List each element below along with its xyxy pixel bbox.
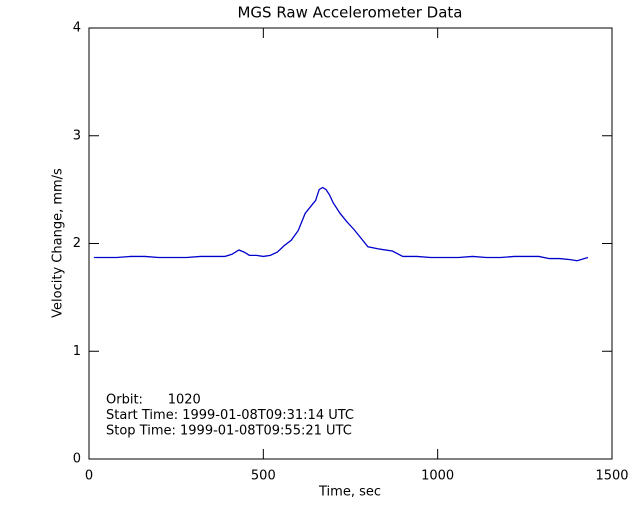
data-line bbox=[93, 186, 589, 262]
x-tick-label: 1500 bbox=[595, 469, 628, 484]
y-tick-label: 4 bbox=[73, 21, 81, 36]
x-tick-label: 1000 bbox=[421, 469, 454, 484]
annotation: Orbit: 1020 bbox=[106, 393, 201, 408]
x-tick-label: 500 bbox=[251, 469, 276, 484]
annotation: Stop Time: 1999-01-08T09:55:21 UTC bbox=[106, 424, 352, 439]
y-axis-label: Velocity Change, mm/s bbox=[51, 168, 66, 318]
x-axis-label: Time, sec bbox=[318, 485, 381, 500]
y-tick-label: 0 bbox=[73, 452, 81, 467]
annotation: Start Time: 1999-01-08T09:31:14 UTC bbox=[106, 408, 354, 423]
chart-title: MGS Raw Accelerometer Data bbox=[237, 4, 462, 22]
y-tick-label: 3 bbox=[73, 128, 81, 143]
y-tick-label: 1 bbox=[73, 344, 81, 359]
x-tick-label: 0 bbox=[85, 469, 93, 484]
y-tick-label: 2 bbox=[73, 236, 81, 251]
